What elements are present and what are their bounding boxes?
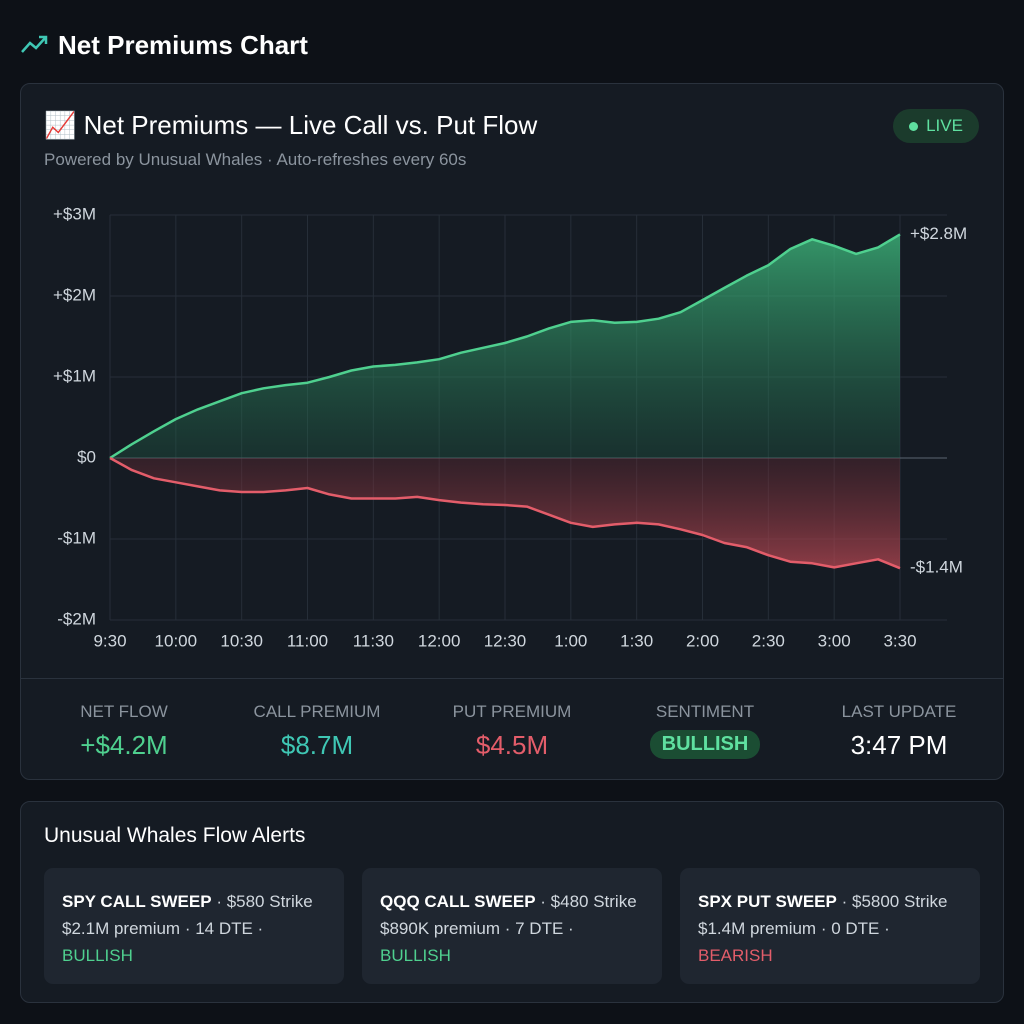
alert-headline: SPX PUT SWEEP xyxy=(698,892,837,911)
alert-line: QQQ CALL SWEEP · $480 Strike xyxy=(380,888,644,915)
line xyxy=(109,456,901,570)
x-tick-label: 10:30 xyxy=(220,631,263,650)
stat-value: 3:47 PM xyxy=(850,730,948,760)
stat: SENTIMENT BULLISH xyxy=(605,702,805,759)
page-title: Net Premiums Chart xyxy=(58,30,308,60)
line xyxy=(109,233,901,460)
alert-line: SPX PUT SWEEP · $5800 Strike xyxy=(698,888,962,915)
badge-text: LIVE xyxy=(926,116,963,135)
x-tick-label: 1:00 xyxy=(554,631,587,650)
alert-card: SPX PUT SWEEP · $5800 Strike $1.4M premiu… xyxy=(680,868,980,984)
x-tick-label: 12:00 xyxy=(418,631,461,650)
divider xyxy=(21,678,1003,679)
alert-line: SPY CALL SWEEP · $580 Strike xyxy=(62,888,326,915)
stat: PUT PREMIUM $4.5M xyxy=(412,702,612,761)
stat-value: BULLISH xyxy=(649,730,761,759)
area-fill xyxy=(110,234,900,458)
stat: LAST UPDATE 3:47 PM xyxy=(799,702,999,761)
alert-strike: · $480 Strike xyxy=(540,892,637,911)
alert-strike: · $5800 Strike xyxy=(841,892,948,911)
x-tick-label: 2:30 xyxy=(752,631,785,650)
x-tick-label: 1:30 xyxy=(620,631,653,650)
alert-card: SPY CALL SWEEP · $580 Strike $2.1M premiu… xyxy=(44,868,344,984)
stat: CALL PREMIUM $8.7M xyxy=(217,702,417,761)
x-tick-label: 2:00 xyxy=(686,631,719,650)
chart: 9:30 10:00 10:30 11:00 11:30 12:00 12:30 1:00 1:… xyxy=(53,204,967,650)
y-tick-label: $0 xyxy=(77,447,96,466)
end-label: -$1.4M xyxy=(910,558,963,577)
alert-sentiment: BEARISH xyxy=(698,946,773,965)
x-tick-label: 11:30 xyxy=(353,631,394,650)
area-fill xyxy=(110,458,900,569)
alert-sentiment: BULLISH xyxy=(62,946,133,965)
alert-sentiment: BULLISH xyxy=(380,946,451,965)
stat-value: $4.5M xyxy=(475,730,549,760)
alerts-title: Unusual Whales Flow Alerts xyxy=(44,824,306,847)
alert-headline: SPY CALL SWEEP xyxy=(62,892,212,911)
x-tick-label: 3:30 xyxy=(883,631,916,650)
stat-value: +$4.2M xyxy=(80,730,168,760)
alert-detail: $890K premium · 7 DTE · xyxy=(380,919,574,938)
card-title: 📈 Net Premiums — Live Call vs. Put Flow xyxy=(44,110,538,140)
stat-label: LAST UPDATE xyxy=(841,702,957,721)
stat-label: SENTIMENT xyxy=(655,702,755,721)
live-badge: LIVE xyxy=(893,109,979,143)
x-tick-label: 12:30 xyxy=(484,631,527,650)
end-label: +$2.8M xyxy=(910,224,967,243)
stat-label: NET FLOW xyxy=(80,702,168,721)
y-tick-label: +$3M xyxy=(53,204,96,223)
stat: NET FLOW +$4.2M xyxy=(24,702,224,761)
stat-label: CALL PREMIUM xyxy=(253,702,381,721)
y-tick-label: -$1M xyxy=(57,528,96,547)
card-subtitle: Powered by Unusual Whales · Auto-refresh… xyxy=(44,150,467,169)
alert-strike: · $580 Strike xyxy=(216,892,313,911)
trend-icon xyxy=(21,35,48,53)
x-tick-label: 11:00 xyxy=(287,631,328,650)
alert-detail: $1.4M premium · 0 DTE · xyxy=(698,919,890,938)
alert-detail: $2.1M premium · 14 DTE · xyxy=(62,919,264,938)
alert-card: QQQ CALL SWEEP · $480 Strike $890K premiu… xyxy=(362,868,662,984)
x-tick-label: 10:00 xyxy=(155,631,198,650)
y-tick-label: +$2M xyxy=(53,285,96,304)
x-tick-label: 3:00 xyxy=(818,631,851,650)
stat-value: $8.7M xyxy=(280,730,354,760)
stat-label: PUT PREMIUM xyxy=(452,702,572,721)
y-tick-label: +$1M xyxy=(53,366,96,385)
y-tick-label: -$2M xyxy=(57,609,96,628)
x-tick-label: 9:30 xyxy=(93,631,126,650)
alert-headline: QQQ CALL SWEEP xyxy=(380,892,536,911)
